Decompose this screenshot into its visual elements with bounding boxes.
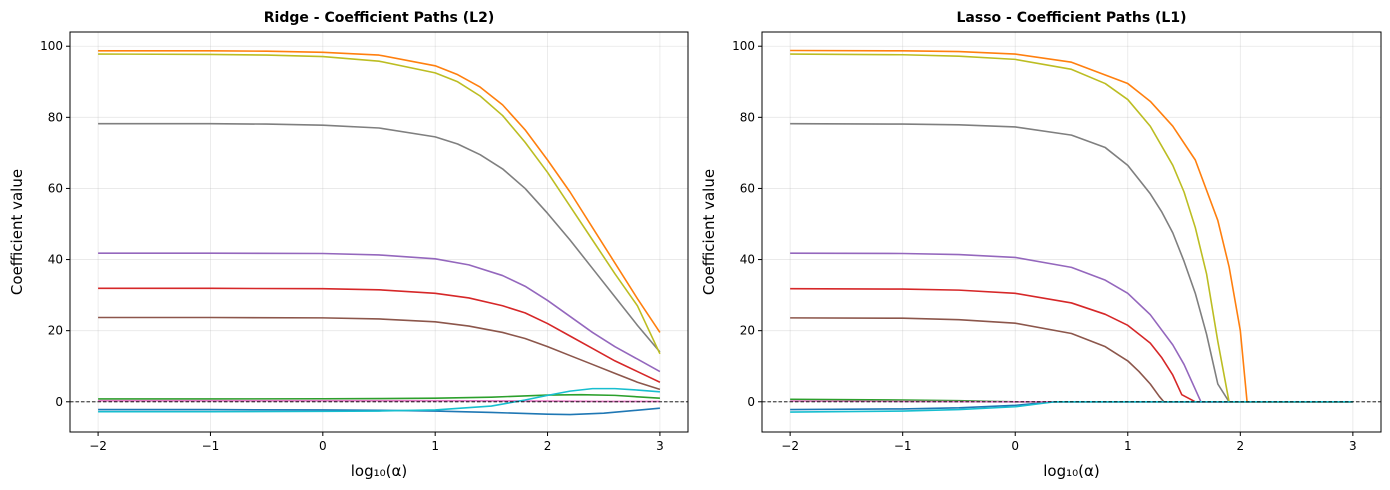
- ridge-series-line-5: [98, 252, 661, 373]
- ridge-y-tick-label: 0: [55, 395, 63, 409]
- ridge-series-line-10: [98, 387, 660, 413]
- lasso-y-tick-label: 60: [740, 181, 755, 195]
- lasso-y-tick-label: 100: [732, 39, 755, 53]
- lasso-series-line-9: [790, 53, 1353, 403]
- ridge-x-tick-label: 1: [431, 439, 439, 453]
- lasso-series-line-6: [790, 317, 1353, 403]
- ridge-series-line-2: [98, 50, 661, 333]
- lasso-series-line-2: [790, 49, 1353, 403]
- lasso-axes-frame: [761, 31, 1382, 433]
- ridge-y-tick-label: 80: [48, 110, 63, 124]
- lasso-series-line-5: [790, 252, 1353, 403]
- lasso-x-tick-label: −2: [781, 439, 799, 453]
- lasso-x-tick-label: −1: [894, 439, 912, 453]
- lasso-chart-title: Lasso - Coefficient Paths (L1): [957, 10, 1187, 26]
- ridge-x-tick-label: 2: [544, 439, 552, 453]
- ridge-series-line-3: [98, 393, 660, 400]
- ridge-series-line-7: [98, 399, 660, 403]
- ridge-y-tick-label: 60: [48, 181, 63, 195]
- lasso-y-tick-label: 40: [740, 253, 755, 267]
- lasso-y-axis-label: Coefficient value: [700, 169, 718, 295]
- ridge-series-line-9: [98, 53, 661, 355]
- lasso-series-line-4: [790, 287, 1353, 403]
- ridge-plot-area: [70, 32, 688, 432]
- ridge-x-tick-label: −1: [202, 439, 220, 453]
- lasso-x-axis-label: log₁₀(α): [1043, 462, 1099, 480]
- ridge-axes: −2 −1 0 1 2 3 0 20 40 60 80 100 Ridge - Coefficient …: [8, 10, 689, 480]
- ridge-y-tick-label: 20: [48, 324, 63, 338]
- ridge-series-line-1: [98, 407, 660, 416]
- lasso-x-tick-label: 2: [1236, 439, 1244, 453]
- lasso-y-tick-label: 0: [747, 395, 755, 409]
- ridge-y-tick-label: 40: [48, 253, 63, 267]
- lasso-axes: −2 −1 0 1 2 3 0 20 40 60 80 100 Lasso - Coefficient …: [700, 10, 1382, 480]
- ridge-x-tick-label: 3: [656, 439, 664, 453]
- lasso-x-tick-label: 3: [1349, 439, 1357, 453]
- ridge-x-tick-label: 0: [319, 439, 327, 453]
- ridge-x-tick-label: −2: [89, 439, 107, 453]
- lasso-y-tick-label: 20: [740, 324, 755, 338]
- lasso-x-tick-label: 0: [1011, 439, 1019, 453]
- ridge-chart-title: Ridge - Coefficient Paths (L2): [264, 10, 494, 26]
- lasso-y-tick-label: 80: [740, 110, 755, 124]
- lasso-series-group: [790, 49, 1353, 413]
- ridge-axes-frame: [69, 31, 689, 433]
- ridge-series-line-8: [98, 122, 661, 353]
- ridge-y-axis-label: Coefficient value: [8, 169, 26, 295]
- ridge-y-tick-label: 100: [40, 39, 63, 53]
- ridge-series-line-4: [98, 287, 661, 383]
- lasso-plot-area: [762, 32, 1381, 432]
- lasso-x-tick-label: 1: [1124, 439, 1132, 453]
- ridge-x-axis-label: log₁₀(α): [351, 462, 407, 480]
- ridge-series-line-6: [98, 316, 661, 391]
- lasso-series-line-8: [790, 122, 1353, 403]
